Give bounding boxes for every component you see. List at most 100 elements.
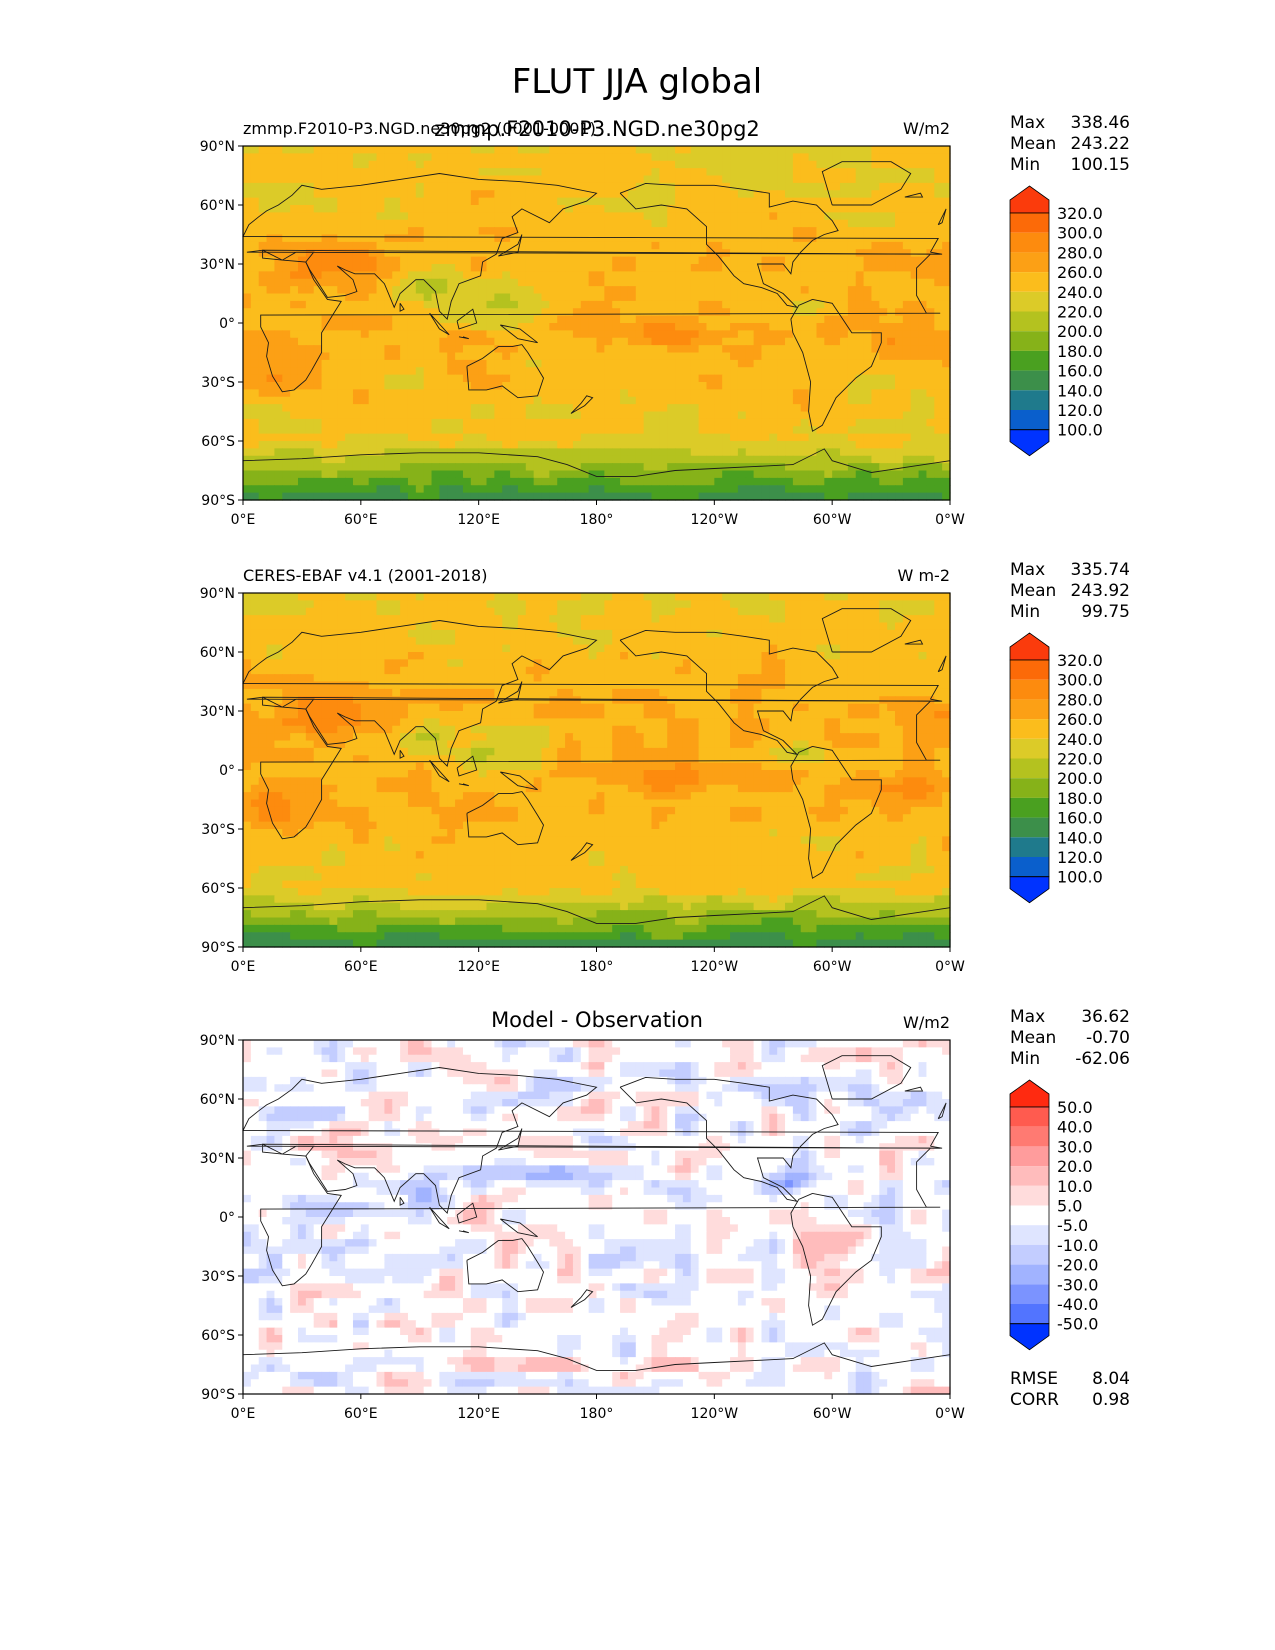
field-cell xyxy=(651,411,660,420)
field-cell xyxy=(792,359,802,368)
field-cell xyxy=(934,197,943,206)
colorbar-segment xyxy=(1010,272,1049,292)
field-cell xyxy=(745,448,755,457)
field-cell xyxy=(910,411,920,420)
field-cell xyxy=(580,190,590,199)
field-cell xyxy=(879,607,888,616)
field-cell xyxy=(792,389,802,398)
field-cell xyxy=(329,470,338,479)
field-cell xyxy=(470,190,480,199)
field-cell xyxy=(266,629,276,638)
field-cell xyxy=(431,637,440,646)
field-cell xyxy=(887,227,896,236)
field-cell xyxy=(549,227,558,236)
field-cell xyxy=(415,622,425,631)
field-cell xyxy=(769,477,778,486)
field-cell xyxy=(785,234,794,243)
field-cell xyxy=(910,160,920,169)
field-cell xyxy=(580,374,590,383)
field-cell xyxy=(415,411,425,420)
field-cell xyxy=(620,234,629,243)
field-cell xyxy=(832,629,841,638)
field-cell xyxy=(392,433,401,442)
field-cell xyxy=(675,404,684,413)
field-cell xyxy=(871,337,880,346)
field-cell xyxy=(415,359,425,368)
field-cell xyxy=(910,470,920,479)
field-cell xyxy=(643,234,653,243)
field-cell xyxy=(549,448,558,457)
field-cell xyxy=(455,441,464,449)
field-cell xyxy=(431,433,440,442)
field-cell xyxy=(777,264,786,272)
field-cell xyxy=(926,492,935,501)
field-cell xyxy=(753,300,763,309)
field-cell xyxy=(337,330,346,339)
field-cell xyxy=(832,271,841,280)
field-cell xyxy=(902,264,912,272)
field-cell xyxy=(737,323,747,331)
field-cell xyxy=(517,418,527,427)
field-cell xyxy=(376,337,385,346)
field-cell xyxy=(879,367,888,376)
field-cell xyxy=(478,212,488,221)
field-cell xyxy=(714,330,723,339)
field-cell xyxy=(580,433,590,442)
field-cell xyxy=(887,470,896,479)
field-cell xyxy=(502,477,511,486)
field-cell xyxy=(384,345,393,354)
field-cell xyxy=(360,278,370,287)
field-cell xyxy=(596,264,605,272)
field-cell xyxy=(879,622,888,631)
field-cell xyxy=(455,367,464,376)
field-cell xyxy=(910,323,920,331)
field-cell xyxy=(777,448,786,457)
field-cell xyxy=(792,593,802,601)
field-cell xyxy=(910,308,920,317)
field-cell xyxy=(329,315,338,324)
field-cell xyxy=(360,433,370,442)
field-cell xyxy=(871,227,880,236)
field-cell xyxy=(533,337,543,346)
field-cell xyxy=(620,455,629,464)
field-cell xyxy=(502,330,511,339)
field-cell xyxy=(667,441,676,449)
field-cell xyxy=(321,153,331,162)
field-cell xyxy=(345,330,354,339)
field-cell xyxy=(596,160,605,169)
field-cell xyxy=(690,455,700,464)
field-cell xyxy=(462,160,472,169)
field-cell xyxy=(879,197,888,206)
field-cell xyxy=(863,404,873,413)
field-cell xyxy=(737,593,747,601)
field-cell xyxy=(510,146,519,154)
field-cell xyxy=(455,492,464,501)
field-cell xyxy=(392,271,401,280)
field-cell xyxy=(942,293,951,302)
field-cell xyxy=(510,175,519,184)
field-cell xyxy=(431,308,440,317)
field-cell xyxy=(517,396,527,405)
field-cell xyxy=(895,426,904,435)
field-cell xyxy=(863,241,873,250)
field-cell xyxy=(494,492,503,501)
field-cell xyxy=(714,411,723,420)
field-cell xyxy=(345,615,354,624)
field-cell xyxy=(706,615,715,624)
field-cell xyxy=(447,146,456,154)
field-cell xyxy=(832,197,841,206)
field-cell xyxy=(627,315,637,324)
field-cell xyxy=(918,160,928,169)
field-cell xyxy=(321,382,331,390)
field-cell xyxy=(572,286,582,295)
field-cell xyxy=(329,271,338,280)
field-cell xyxy=(745,337,755,346)
field-cell xyxy=(400,190,409,199)
field-cell xyxy=(800,300,810,309)
field-cell xyxy=(549,367,558,376)
field-cell xyxy=(855,323,865,331)
field-cell xyxy=(462,256,472,265)
field-cell xyxy=(612,637,621,646)
field-cell xyxy=(290,168,299,177)
field-cell xyxy=(305,411,315,420)
